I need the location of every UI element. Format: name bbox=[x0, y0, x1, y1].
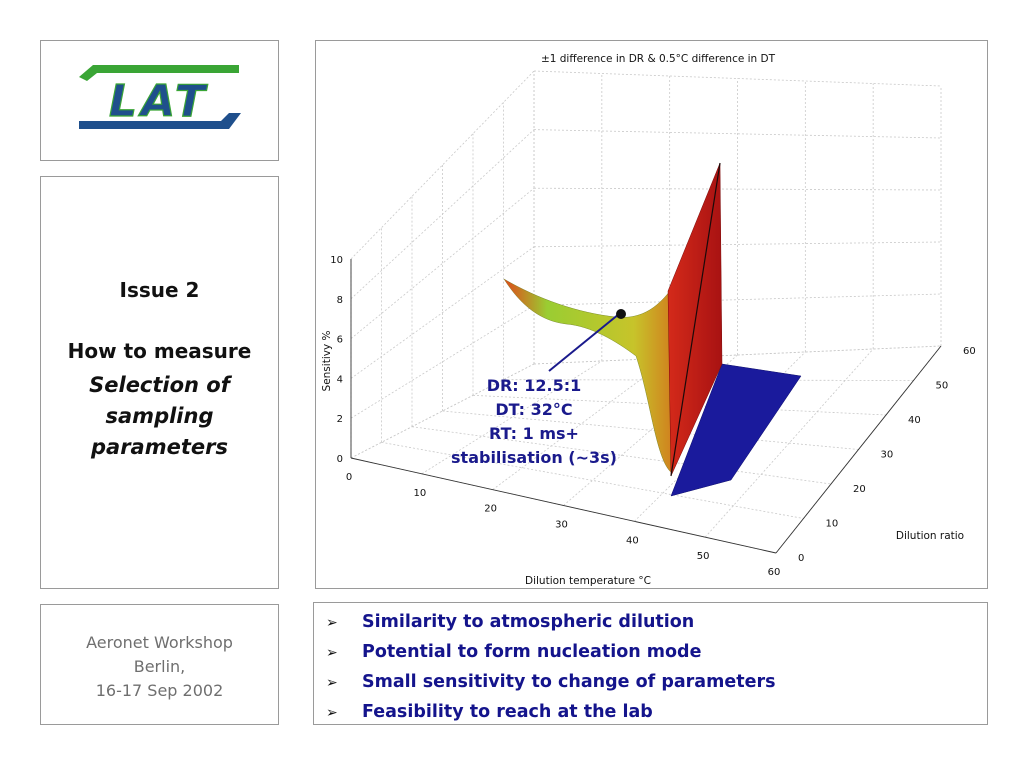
x-tick-label: 30 bbox=[555, 520, 568, 531]
footer-line-2: Berlin, bbox=[133, 657, 186, 676]
logo-text: LAT bbox=[109, 76, 209, 127]
annotation-line-4: stabilisation (~3s) bbox=[451, 448, 617, 467]
bullets-panel: ➢ Similarity to atmospheric dilution ➢ Pot… bbox=[313, 602, 988, 725]
x-tick-label: 50 bbox=[697, 551, 710, 562]
footer-line-1: Aeronet Workshop bbox=[86, 633, 233, 652]
subtitle-line-1: Selection of bbox=[89, 373, 230, 397]
bullet-item: ➢ Potential to form nucleation mode bbox=[326, 638, 987, 668]
annotation-arrow bbox=[548, 313, 620, 372]
annotation-marker bbox=[616, 309, 626, 319]
floor-surface bbox=[670, 363, 802, 497]
title-panel: Issue 2 How to measure Selection of samp… bbox=[40, 176, 279, 589]
x-axis-label: Dilution temperature °C bbox=[525, 575, 651, 587]
bullet-arrow-icon: ➢ bbox=[326, 615, 338, 631]
lat-logo: LAT bbox=[79, 65, 241, 129]
annotation-line-2: DT: 32°C bbox=[495, 400, 572, 419]
bowl-surface bbox=[503, 162, 721, 474]
z-axis-label: Sensitivy % bbox=[321, 331, 333, 392]
y-tick-label: 30 bbox=[881, 450, 894, 461]
x-tick-label: 10 bbox=[413, 488, 426, 499]
subtitle-line-3: parameters bbox=[91, 435, 228, 459]
z-tick-label: 2 bbox=[337, 414, 343, 425]
x-tick-label: 40 bbox=[626, 535, 639, 546]
annotation-line-1: DR: 12.5:1 bbox=[487, 376, 582, 395]
surface-chart: ±1 difference in DR & 0.5°C difference i… bbox=[321, 53, 976, 587]
z-tick-label: 8 bbox=[337, 295, 343, 306]
chart-axes bbox=[350, 259, 942, 554]
bullet-item: ➢ Small sensitivity to change of paramete… bbox=[326, 668, 987, 698]
x-tick-label: 20 bbox=[484, 504, 497, 515]
y-tick-label: 40 bbox=[908, 415, 921, 426]
x-tick-label: 0 bbox=[346, 472, 352, 483]
y-tick-label: 60 bbox=[963, 346, 976, 357]
tick-labels: 0 10 20 30 40 50 60 0 10 20 30 40 50 60 0 2 4 6 8 10 bbox=[330, 255, 975, 578]
chart-title: ±1 difference in DR & 0.5°C difference i… bbox=[541, 53, 776, 65]
y-tick-label: 50 bbox=[936, 381, 949, 392]
z-tick-label: 4 bbox=[337, 374, 343, 385]
y-axis-label: Dilution ratio bbox=[896, 530, 964, 542]
z-tick-label: 10 bbox=[330, 255, 343, 266]
bullet-list: ➢ Similarity to atmospheric dilution ➢ Pot… bbox=[314, 603, 987, 728]
z-tick-label: 0 bbox=[337, 454, 343, 465]
section-heading: How to measure bbox=[67, 339, 252, 363]
footer-line-3: 16-17 Sep 2002 bbox=[95, 681, 224, 700]
bullet-item: ➢ Similarity to atmospheric dilution bbox=[326, 608, 987, 638]
subtitle-line-2: sampling bbox=[105, 404, 214, 428]
logo-panel: LAT bbox=[40, 40, 279, 161]
y-tick-label: 10 bbox=[826, 519, 839, 530]
bullet-arrow-icon: ➢ bbox=[326, 705, 338, 721]
bullet-arrow-icon: ➢ bbox=[326, 645, 338, 661]
bullet-arrow-icon: ➢ bbox=[326, 675, 338, 691]
bullet-item: ➢ Feasibility to reach at the lab bbox=[326, 698, 987, 728]
y-tick-label: 0 bbox=[798, 553, 804, 564]
annotation-line-3: RT: 1 ms+ bbox=[489, 424, 579, 443]
footer-panel: Aeronet Workshop Berlin, 16-17 Sep 2002 bbox=[40, 604, 279, 725]
x-tick-label: 60 bbox=[768, 567, 781, 578]
chart-panel: ±1 difference in DR & 0.5°C difference i… bbox=[315, 40, 988, 589]
y-tick-label: 20 bbox=[853, 484, 866, 495]
issue-label: Issue 2 bbox=[119, 278, 200, 302]
z-tick-label: 6 bbox=[337, 335, 343, 346]
